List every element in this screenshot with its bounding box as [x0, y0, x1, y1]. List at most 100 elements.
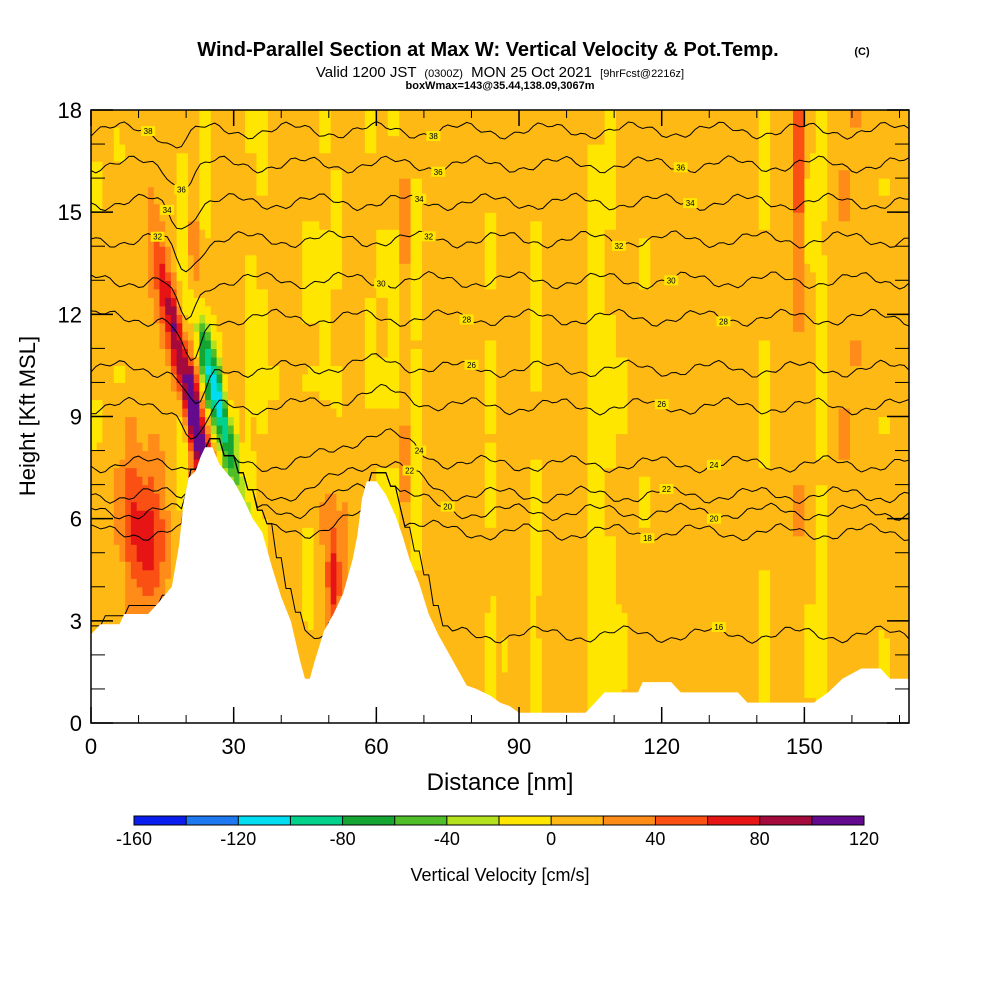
heatmap-cell: [462, 348, 469, 358]
heatmap-cell: [444, 118, 452, 128]
heatmap-cell: [382, 391, 389, 401]
heatmap-cell: [125, 322, 132, 332]
heatmap-cell: [148, 297, 155, 307]
heatmap-cell: [422, 356, 429, 366]
heatmap-cell: [262, 484, 269, 494]
heatmap-cell: [96, 442, 103, 452]
heatmap-cell: [336, 127, 343, 137]
heatmap-cell: [387, 356, 395, 366]
heatmap-cell: [125, 118, 132, 128]
heatmap-cell: [239, 373, 246, 383]
heatmap-cell: [307, 152, 315, 162]
heatmap-cell: [444, 408, 452, 418]
heatmap-cell: [125, 544, 132, 554]
heatmap-cell: [456, 152, 463, 162]
heatmap-cell: [467, 578, 474, 588]
heatmap-cell: [330, 305, 337, 315]
heatmap-cell: [239, 280, 246, 290]
heatmap-cell: [422, 178, 429, 188]
heatmap-cell: [439, 467, 446, 477]
heatmap-cell: [364, 416, 372, 426]
heatmap-cell: [267, 288, 275, 298]
heatmap-cell: [342, 212, 349, 222]
heatmap-cell: [450, 561, 457, 571]
heatmap-cell: [245, 127, 252, 137]
heatmap-cell: [336, 484, 343, 494]
heatmap-cell: [267, 161, 275, 171]
heatmap-cell: [473, 237, 480, 247]
heatmap-cell: [210, 416, 218, 426]
heatmap-cell: [210, 348, 218, 358]
heatmap-cell: [193, 391, 200, 401]
heatmap-cell: [439, 237, 446, 247]
heatmap-cell: [359, 110, 366, 120]
heatmap-cell: [359, 331, 366, 341]
heatmap-cell: [136, 408, 143, 418]
heatmap-cell: [222, 254, 229, 264]
heatmap-cell: [108, 382, 115, 392]
heatmap-cell: [245, 382, 252, 392]
heatmap-cell: [130, 510, 138, 520]
heatmap-cell: [119, 280, 126, 290]
heatmap-cell: [450, 161, 457, 171]
heatmap-cell: [233, 305, 240, 315]
heatmap-cell: [233, 476, 240, 486]
heatmap-cell: [313, 416, 320, 426]
heatmap-cell: [330, 450, 337, 460]
heatmap-cell: [113, 288, 121, 298]
heatmap-cell: [233, 169, 240, 179]
heatmap-cell: [479, 535, 486, 545]
heatmap-cell: [170, 263, 178, 273]
heatmap-cell: [136, 169, 143, 179]
heatmap-cell: [148, 339, 155, 349]
heatmap-cell: [159, 178, 166, 188]
heatmap-cell: [290, 271, 297, 281]
heatmap-cell: [96, 263, 103, 273]
heatmap-cell: [330, 220, 337, 230]
heatmap-cell: [279, 391, 286, 401]
heatmap-cell: [113, 178, 121, 188]
heatmap-cell: [91, 467, 98, 477]
heatmap-cell: [370, 416, 377, 426]
heatmap-cell: [165, 356, 172, 366]
heatmap-cell: [422, 433, 429, 443]
heatmap-cell: [307, 280, 315, 290]
heatmap-cell: [393, 212, 400, 222]
heatmap-cell: [102, 476, 109, 486]
heatmap-cell: [313, 646, 320, 656]
heatmap-cell: [387, 450, 395, 460]
heatmap-cell: [330, 280, 337, 290]
heatmap-cell: [359, 127, 366, 137]
heatmap-cell: [416, 212, 423, 222]
heatmap-cell: [250, 305, 258, 315]
heatmap-cell: [296, 271, 303, 281]
heatmap-cell: [222, 110, 229, 120]
heatmap-cell: [193, 118, 200, 128]
heatmap-cell: [91, 527, 98, 537]
heatmap-cell: [96, 237, 103, 247]
heatmap-cell: [410, 331, 417, 341]
heatmap-cell: [484, 620, 492, 630]
heatmap-cell: [285, 595, 292, 605]
heatmap-cell: [113, 212, 121, 222]
heatmap-cell: [456, 186, 463, 196]
heatmap-cell: [313, 356, 320, 366]
heatmap-cell: [404, 450, 412, 460]
heatmap-cell: [176, 399, 183, 409]
heatmap-cell: [462, 144, 469, 154]
heatmap-cell: [222, 356, 229, 366]
heatmap-cell: [319, 399, 326, 409]
heatmap-cell: [193, 425, 200, 435]
heatmap-cell: [148, 450, 155, 460]
heatmap-cell: [188, 416, 195, 426]
heatmap-cell: [267, 493, 275, 503]
heatmap-cell: [387, 382, 395, 392]
heatmap-cell: [462, 620, 469, 630]
heatmap-cell: [387, 314, 395, 324]
heatmap-cell: [290, 365, 297, 375]
heatmap-cell: [159, 382, 166, 392]
heatmap-cell: [108, 425, 115, 435]
heatmap-cell: [307, 135, 315, 145]
heatmap-cell: [125, 237, 132, 247]
heatmap-cell: [467, 493, 474, 503]
